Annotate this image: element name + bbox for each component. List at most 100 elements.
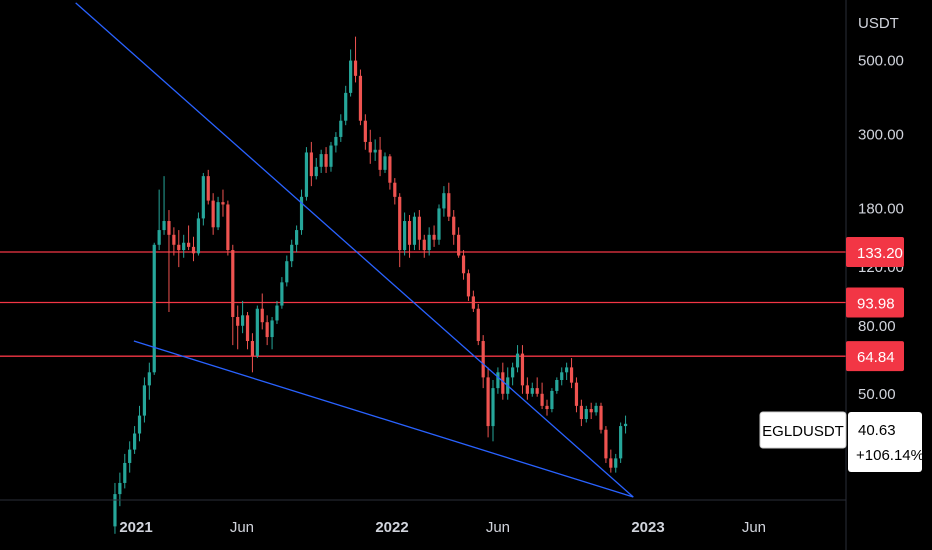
candle-body-12 — [172, 234, 176, 245]
candle-body-48 — [349, 60, 353, 93]
candle-body-97 — [589, 409, 593, 413]
candle-body-54 — [378, 149, 382, 170]
x-tick-label-1: Jun — [230, 519, 254, 536]
candle-body-71 — [461, 255, 466, 274]
candle-body-103 — [619, 426, 623, 459]
candle-body-91 — [560, 372, 564, 380]
y-tick-label-5: 50.00 — [858, 386, 896, 403]
candle-body-62 — [417, 216, 421, 240]
candle-body-19 — [206, 176, 210, 201]
candle-body-94 — [574, 382, 579, 406]
candle-body-25 — [236, 317, 240, 326]
candle-body-77 — [491, 388, 495, 427]
level-tag-box-2 — [846, 341, 904, 372]
x-tick-label-4: 2023 — [631, 519, 664, 536]
horizontal-levels[interactable] — [0, 251, 846, 357]
candle-body-79 — [501, 372, 505, 394]
change-label: +106.14% — [856, 447, 924, 464]
candle-body-64 — [427, 234, 431, 251]
candle-body-22 — [221, 202, 225, 205]
candle-body-67 — [442, 193, 446, 209]
candle-body-4 — [132, 433, 137, 450]
candle-body-21 — [216, 202, 220, 228]
level-tag-label-1: 93.98 — [857, 295, 895, 312]
candlestick-series — [113, 36, 628, 534]
trendlines[interactable] — [75, 2, 634, 498]
candle-body-6 — [142, 385, 147, 416]
x-tick-label-0: 2021 — [119, 519, 152, 536]
candle-body-61 — [412, 216, 417, 245]
x-tick-label-5: Jun — [742, 519, 766, 536]
trendline-lower[interactable] — [133, 340, 634, 498]
candle-body-8 — [152, 244, 156, 373]
candle-body-56 — [388, 156, 392, 183]
symbol-tag-box — [759, 411, 847, 449]
candle-body-81 — [511, 367, 515, 378]
candle-body-95 — [579, 405, 583, 420]
candle-body-23 — [226, 204, 230, 251]
candle-body-84 — [525, 385, 529, 394]
y-tick-label-0: 500.00 — [858, 53, 904, 70]
candle-body-102 — [614, 458, 618, 468]
candle-body-42 — [319, 154, 323, 167]
candle-body-34 — [280, 282, 284, 306]
candle-body-53 — [373, 149, 377, 153]
candle-body-58 — [398, 196, 402, 251]
last-price-tag-box — [848, 412, 922, 472]
candle-body-7 — [147, 372, 151, 386]
candle-body-27 — [245, 315, 250, 342]
level-tag-box-1 — [846, 287, 904, 318]
candle-body-82 — [515, 353, 520, 368]
candle-body-63 — [422, 239, 426, 251]
candle-body-45 — [334, 136, 338, 146]
last-price-label: 40.63 — [858, 422, 896, 439]
candle-body-28 — [250, 341, 255, 356]
candle-body-2 — [123, 462, 127, 483]
candle-body-40 — [309, 152, 313, 177]
candle-body-29 — [255, 308, 259, 356]
candle-body-49 — [353, 60, 358, 76]
symbol-tag[interactable]: EGLDUSDT — [759, 411, 847, 449]
candle-body-100 — [604, 429, 608, 459]
candle-body-50 — [358, 75, 363, 121]
candle-body-90 — [555, 379, 559, 391]
x-tick-label-3: Jun — [486, 519, 510, 536]
candle-body-89 — [550, 390, 554, 410]
candle-body-26 — [241, 315, 245, 326]
candle-body-87 — [540, 393, 544, 406]
candle-body-51 — [363, 120, 367, 142]
last-price-tag: 40.63 +106.14% — [848, 412, 924, 472]
candle-body-30 — [260, 308, 264, 323]
level-tag-label-0: 133.20 — [857, 245, 903, 262]
candle-body-74 — [476, 308, 480, 342]
candle-body-32 — [270, 320, 274, 338]
candle-body-60 — [407, 221, 412, 245]
candle-body-83 — [520, 353, 525, 386]
level-price-tags: 133.20 93.98 64.84 — [846, 237, 904, 372]
candle-body-57 — [393, 182, 397, 197]
candle-body-17 — [196, 218, 201, 254]
candle-body-5 — [137, 415, 142, 434]
candle-body-13 — [177, 244, 181, 251]
candle-body-47 — [344, 92, 348, 121]
candle-body-70 — [457, 234, 461, 256]
candle-body-104 — [623, 423, 628, 427]
candle-body-99 — [599, 405, 603, 430]
candle-body-96 — [584, 409, 588, 420]
time-axis[interactable]: 2021 Jun 2022 Jun 2023 Jun — [119, 519, 766, 536]
candle-body-44 — [329, 145, 333, 167]
candle-body-68 — [447, 193, 451, 217]
currency-label: USDT — [858, 15, 899, 32]
candle-body-16 — [191, 246, 196, 254]
candle-body-38 — [299, 196, 304, 231]
y-tick-label-4: 80.00 — [858, 318, 896, 335]
candle-body-18 — [201, 176, 205, 219]
level-tag-box-0 — [846, 237, 904, 268]
candle-body-31 — [265, 322, 269, 338]
candle-body-101 — [609, 458, 613, 468]
candle-body-98 — [594, 405, 598, 413]
trendline-upper[interactable] — [75, 2, 634, 498]
candle-body-24 — [231, 250, 235, 318]
